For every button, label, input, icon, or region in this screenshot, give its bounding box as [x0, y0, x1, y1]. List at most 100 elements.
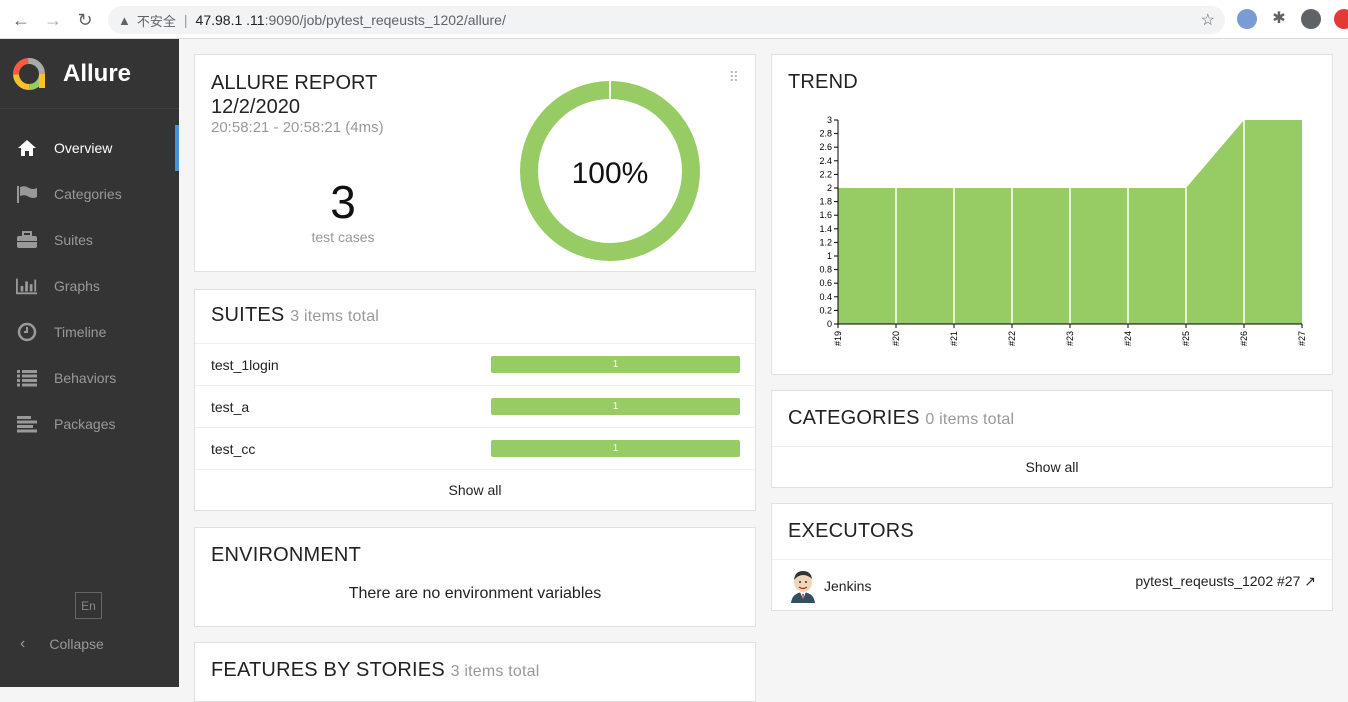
sidebar-item-overview[interactable]: Overview: [0, 125, 179, 171]
sidebar-item-label: Timeline: [54, 324, 107, 340]
chevron-left-icon: ‹: [20, 635, 26, 652]
trend-y-tick-label: 2.8: [819, 129, 832, 139]
suite-name: test_a: [211, 398, 250, 415]
home-icon: [16, 138, 38, 158]
trend-y-tick-label: 3: [827, 115, 832, 125]
donut-percent: 100%: [572, 157, 649, 190]
executor-row: Jenkins pytest_reqeusts_1202 #27 ↗: [772, 560, 1332, 612]
executor-build-link[interactable]: pytest_reqeusts_1202 #27 ↗: [1135, 573, 1316, 590]
suite-status-bar[interactable]: 1: [491, 356, 740, 373]
table-row[interactable]: test_1login 1: [195, 344, 755, 386]
sidebar-item-packages[interactable]: Packages: [0, 401, 179, 447]
sidebar-item-categories[interactable]: Categories: [0, 171, 179, 217]
trend-x-tick-label: #19: [833, 331, 843, 346]
suite-status-bar[interactable]: 1: [491, 398, 740, 415]
profile-icon[interactable]: [1301, 9, 1321, 29]
trend-x-tick-label: #23: [1065, 331, 1075, 346]
report-time-range: 20:58:21 - 20:58:21 (4ms): [211, 119, 384, 136]
list-icon: [16, 368, 38, 388]
trend-chart: 0 0.2 0.4 0.6 0.8 1 1.2 1.4 1.6 1.8 2 2.2 2.4 2.6 2.8 3…: [819, 115, 1307, 346]
table-row[interactable]: test_a 1: [195, 386, 755, 428]
language-button[interactable]: En: [75, 592, 102, 619]
executor-name: Jenkins: [824, 578, 872, 594]
extension-red-icon[interactable]: [1334, 9, 1348, 29]
categories-header: CATEGORIES 0 items total: [772, 391, 1332, 447]
environment-message: There are no environment variables: [348, 585, 602, 602]
trend-y-tick-label: 0.6: [819, 278, 832, 288]
reload-icon[interactable]: ↻: [77, 9, 93, 30]
address-bar[interactable]: ▲ 不安全 | 47.98.1 .11 :9090/job/pytest_req…: [108, 6, 1225, 34]
trend-x-tick-label: #25: [1181, 331, 1191, 346]
clock-icon: [16, 322, 38, 342]
sidebar-item-label: Graphs: [54, 278, 100, 294]
suites-show-all-link[interactable]: Show all: [448, 482, 502, 498]
brand[interactable]: Allure: [0, 39, 179, 109]
sidebar-item-suites[interactable]: Suites: [0, 217, 179, 263]
extension-icon[interactable]: [1237, 9, 1257, 29]
external-link-icon: ↗: [1304, 573, 1316, 589]
trend-title: TREND: [788, 71, 858, 93]
brand-name: Allure: [63, 59, 132, 87]
suites-widget: SUITES 3 items total test_1login 1 test_…: [194, 289, 756, 511]
flag-icon: [16, 184, 38, 204]
suite-name: test_cc: [211, 440, 256, 457]
report-title-text: ALLURE REPORT: [211, 72, 378, 94]
sidebar-item-timeline[interactable]: Timeline: [0, 309, 179, 355]
browser-toolbar: ← → ↻ ▲ 不安全 | 47.98.1 .11 :9090/job/pyte…: [0, 0, 1348, 39]
executors-widget: EXECUTORS Jenkins pytest_reqeusts_1202 #…: [771, 503, 1333, 611]
trend-y-tick-label: 1.8: [819, 197, 832, 207]
url-host: 47.98.1 .11: [195, 12, 265, 28]
suites-title: SUITES: [211, 304, 285, 326]
report-date: 12/2/2020: [211, 96, 300, 118]
forward-icon[interactable]: →: [44, 9, 62, 30]
trend-y-tick-label: 2.2: [819, 169, 832, 179]
trend-y-tick-label: 1: [827, 251, 832, 261]
features-subtitle: 3 items total: [450, 663, 540, 680]
features-title: FEATURES BY STORIES: [211, 659, 445, 681]
trend-widget: TREND 0 0.2 0.4 0.6 0.8 1 1.2 1.4 1.6 1.8 2 2.2 2.4 2…: [771, 54, 1333, 375]
sidebar-item-label: Overview: [54, 140, 113, 156]
align-left-icon: [16, 414, 38, 434]
trend-x-tick-label: #27: [1297, 331, 1307, 346]
categories-show-all-link[interactable]: Show all: [1025, 459, 1079, 475]
summary-widget: ALLURE REPORT 12/2/2020 20:58:21 - 20:58…: [194, 54, 756, 272]
sidebar: Allure Overview Categories Suites Graphs: [0, 39, 179, 687]
table-row[interactable]: test_cc 1: [195, 428, 755, 470]
sidebar-item-graphs[interactable]: Graphs: [0, 263, 179, 309]
puzzle-icon[interactable]: ✱: [1272, 10, 1286, 27]
suites-subtitle: 3 items total: [290, 308, 380, 325]
features-widget: FEATURES BY STORIES 3 items total: [194, 642, 756, 702]
allure-logo-icon: [13, 57, 45, 90]
trend-y-tick-label: 1.4: [819, 224, 832, 234]
warning-icon: ▲: [118, 12, 131, 28]
categories-title: CATEGORIES: [788, 407, 920, 429]
success-donut-chart: 100%: [520, 81, 700, 261]
sidebar-item-label: Packages: [54, 416, 116, 432]
sidebar-item-label: Categories: [54, 186, 122, 202]
sidebar-item-label: Suites: [54, 232, 93, 248]
bar-chart-icon: [16, 276, 38, 296]
suites-header: SUITES 3 items total: [195, 290, 755, 344]
trend-x-tick-label: #20: [891, 331, 901, 346]
trend-y-tick-label: 0.4: [819, 292, 832, 302]
collapse-button[interactable]: ‹ Collapse: [0, 631, 104, 657]
sidebar-item-behaviors[interactable]: Behaviors: [0, 355, 179, 401]
environment-widget: ENVIRONMENT There are no environment var…: [194, 527, 756, 627]
trend-x-tick-label: #21: [949, 331, 959, 346]
drag-handle-icon[interactable]: ⠿: [728, 69, 739, 85]
bookmark-star-icon[interactable]: ☆: [1200, 12, 1215, 29]
url-path: :9090/job/pytest_reqeusts_1202/allure/: [264, 12, 506, 28]
test-case-count: 3: [330, 176, 356, 228]
trend-x-tick-label: #26: [1239, 331, 1249, 346]
trend-x-tick-label: #24: [1123, 331, 1133, 346]
suite-name: test_1login: [211, 356, 279, 373]
suite-status-bar[interactable]: 1: [491, 440, 740, 457]
insecure-label: 不安全: [136, 13, 176, 29]
trend-y-tick-label: 2: [827, 183, 832, 193]
trend-y-tick-label: 2.6: [819, 142, 832, 152]
sidebar-menu: Overview Categories Suites Graphs Timeli…: [0, 125, 179, 447]
back-icon[interactable]: ←: [12, 9, 30, 30]
trend-y-tick-label: 1.6: [819, 210, 832, 220]
collapse-label: Collapse: [49, 636, 104, 652]
trend-y-tick-label: 0.2: [819, 305, 832, 315]
